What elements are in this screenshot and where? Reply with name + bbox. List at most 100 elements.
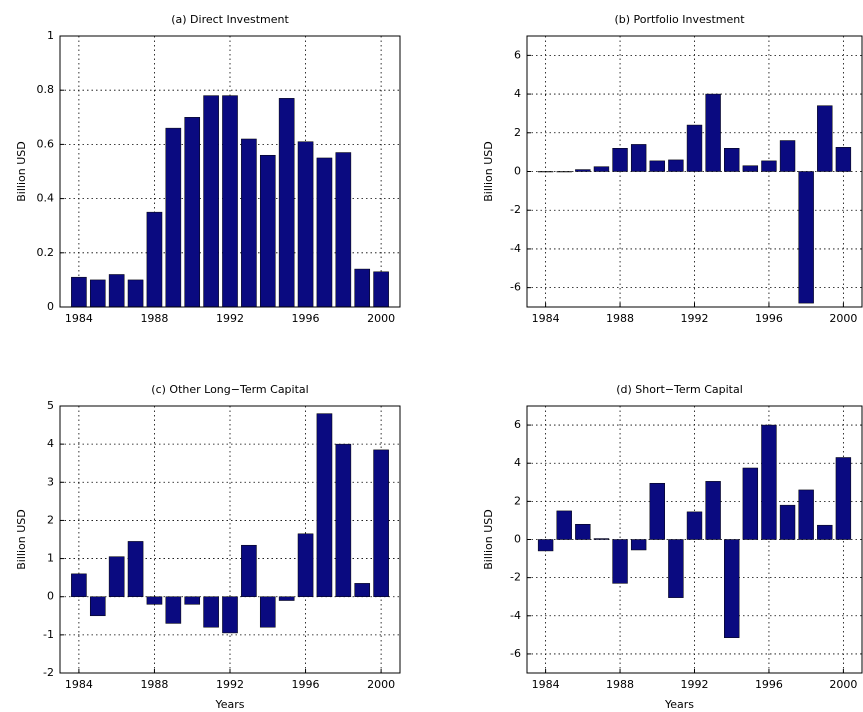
y-tick-label: 6 (514, 418, 521, 431)
bar (705, 93, 721, 172)
bar (108, 274, 125, 308)
y-tick-label: 0.2 (37, 246, 55, 259)
bar (184, 596, 201, 605)
x-tick-label: 1996 (755, 678, 783, 691)
bar (742, 467, 759, 540)
bar (649, 160, 665, 172)
bar (761, 160, 777, 172)
bar (203, 95, 219, 308)
bar (241, 138, 257, 308)
x-tick-label: 1988 (606, 678, 634, 691)
y-tick-label: -6 (510, 647, 521, 660)
bar (297, 533, 314, 597)
y-tick-label: 3 (47, 475, 54, 488)
bar (165, 596, 182, 624)
bar (146, 596, 163, 605)
x-tick-label: 2000 (829, 312, 857, 325)
bar (593, 538, 610, 540)
y-tick-label: 4 (514, 87, 521, 100)
bar (278, 596, 295, 601)
bar (316, 413, 333, 597)
bar (335, 152, 352, 308)
bar (537, 171, 554, 173)
x-axis-label: Years (664, 698, 694, 711)
bar (537, 539, 554, 552)
plot-frame (526, 35, 863, 308)
y-tick-label: -4 (510, 609, 521, 622)
y-tick-label: 4 (47, 437, 54, 450)
plot-frame (59, 35, 401, 308)
y-axis-label: Billion USD (482, 141, 495, 201)
x-tick-label: 2000 (829, 678, 857, 691)
y-tick-label: 2 (514, 126, 521, 139)
x-tick-label: 1992 (216, 312, 244, 325)
x-tick-label: 1996 (292, 678, 320, 691)
y-tick-label: 0.6 (37, 137, 55, 150)
x-tick-label: 1988 (140, 678, 168, 691)
y-tick-label: 0 (514, 165, 521, 178)
bar (222, 596, 238, 634)
bar (165, 127, 182, 308)
bar (835, 147, 852, 172)
y-tick-label: -4 (510, 242, 521, 255)
bar (612, 539, 628, 584)
x-tick-label: 1992 (681, 312, 709, 325)
bar (71, 573, 87, 597)
bar (146, 211, 163, 308)
bar (575, 523, 591, 540)
bar (556, 171, 572, 173)
subplot-title: (c) Other Long−Term Capital (151, 383, 308, 396)
bar (259, 596, 276, 628)
x-tick-label: 1996 (755, 312, 783, 325)
x-tick-label: 1996 (292, 312, 320, 325)
x-tick-label: 1984 (532, 678, 560, 691)
x-tick-label: 1988 (606, 312, 634, 325)
bar (668, 159, 684, 172)
y-tick-label: 6 (514, 48, 521, 61)
x-tick-label: 2000 (367, 678, 395, 691)
bar (705, 481, 721, 540)
bar (817, 105, 833, 172)
bar (89, 596, 106, 617)
y-tick-label: 0.8 (37, 83, 55, 96)
y-axis-label: Billion USD (15, 141, 28, 201)
bar (354, 268, 371, 308)
bar (742, 165, 759, 172)
bar (779, 140, 796, 172)
y-tick-label: 4 (514, 456, 521, 469)
bar (630, 144, 647, 172)
x-tick-label: 1984 (65, 678, 93, 691)
y-tick-label: -6 (510, 281, 521, 294)
y-tick-label: 2 (514, 494, 521, 507)
bar (724, 539, 740, 638)
subplot-title: (d) Short−Term Capital (616, 383, 743, 396)
bar (817, 524, 833, 540)
bar (630, 539, 647, 551)
x-tick-label: 1992 (216, 678, 244, 691)
y-tick-label: 0.4 (37, 192, 55, 205)
bar (556, 510, 572, 540)
y-tick-label: 1 (47, 29, 54, 42)
y-axis-label: Billion USD (482, 509, 495, 569)
bar (127, 541, 144, 597)
bar (373, 271, 389, 308)
bar (203, 596, 219, 628)
x-axis-label: Years (214, 698, 244, 711)
bar (779, 504, 796, 540)
x-tick-label: 1992 (681, 678, 709, 691)
plot-frame (526, 405, 863, 674)
y-tick-label: 0 (514, 533, 521, 546)
subplot-title: (a) Direct Investment (171, 13, 289, 26)
bar (835, 457, 852, 540)
bar (278, 98, 295, 308)
bar (354, 583, 371, 597)
y-tick-label: 0 (47, 590, 54, 603)
plot-frame (59, 405, 401, 674)
subplot-title: (b) Portfolio Investment (614, 13, 745, 26)
bar (798, 489, 814, 540)
bar (222, 95, 238, 308)
bar (71, 276, 87, 308)
y-tick-label: -1 (43, 628, 54, 641)
